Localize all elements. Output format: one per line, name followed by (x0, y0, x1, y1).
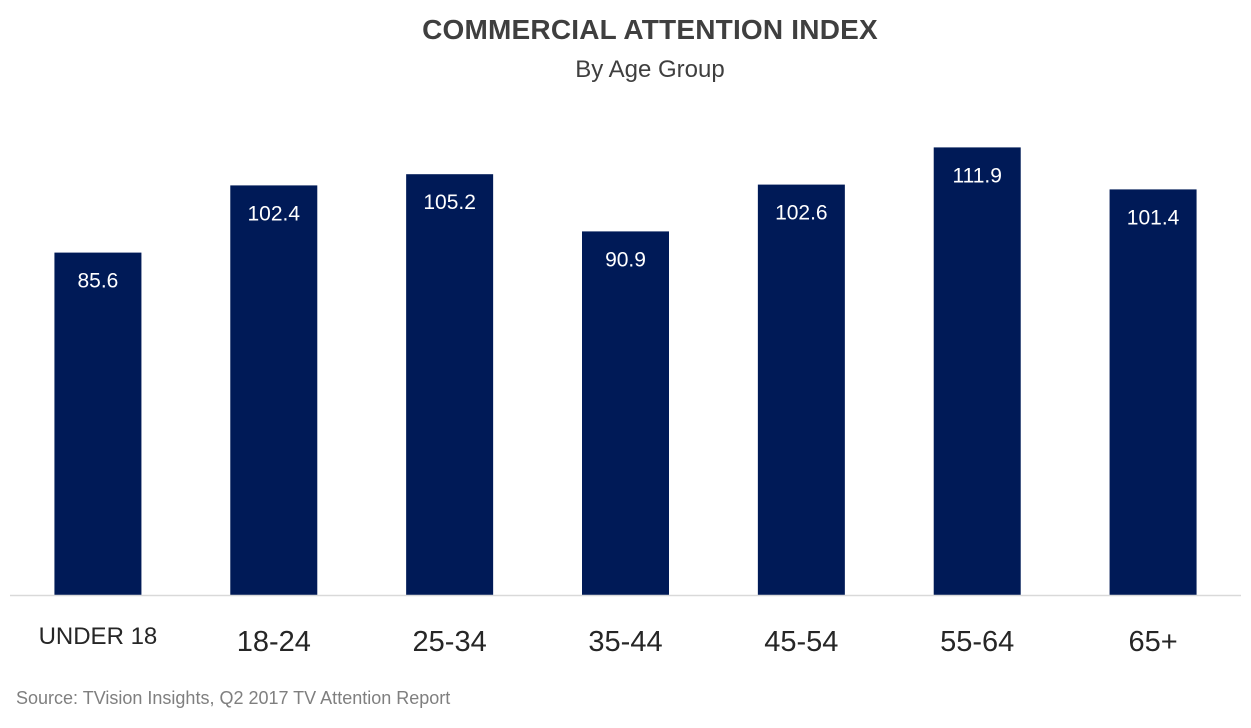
bar-value-label: 101.4 (1127, 206, 1180, 229)
bar-35-44 (582, 231, 669, 595)
bar-65- (1109, 189, 1197, 595)
bar-18-24 (230, 185, 318, 595)
bar-45-54 (757, 184, 845, 595)
category-labels-group: UNDER 18 18-24 25-34 35-44 45-54 55-64 65+ (39, 623, 1178, 658)
chart-subtitle: By Age Group (575, 56, 725, 83)
category-label: 45-54 (764, 626, 838, 658)
bar-under-18 (54, 252, 142, 595)
category-label: 18-24 (237, 626, 311, 658)
bar-value-label: 102.6 (775, 202, 828, 225)
category-label: 55-64 (940, 626, 1014, 658)
category-label: 65+ (1128, 626, 1177, 658)
bar-25-34 (406, 174, 494, 595)
category-label: 35-44 (588, 626, 662, 658)
chart-title: COMMERCIAL ATTENTION INDEX (422, 14, 878, 45)
bar-55-64 (933, 147, 1021, 595)
bar-value-label: 111.9 (952, 164, 1001, 187)
bar-value-label: 90.9 (605, 248, 646, 271)
category-label: UNDER 18 (39, 623, 158, 650)
category-label: 25-34 (413, 626, 487, 658)
bar-value-label: 85.6 (77, 270, 118, 293)
source-note: Source: TVision Insights, Q2 2017 TV Att… (16, 688, 451, 708)
bars-group (54, 147, 1197, 595)
value-labels-group: 85.6 102.4 105.2 90.9 102.6 111.9 101.4 (77, 164, 1179, 292)
bar-value-label: 105.2 (423, 191, 476, 214)
bar-value-label: 102.4 (248, 202, 301, 225)
